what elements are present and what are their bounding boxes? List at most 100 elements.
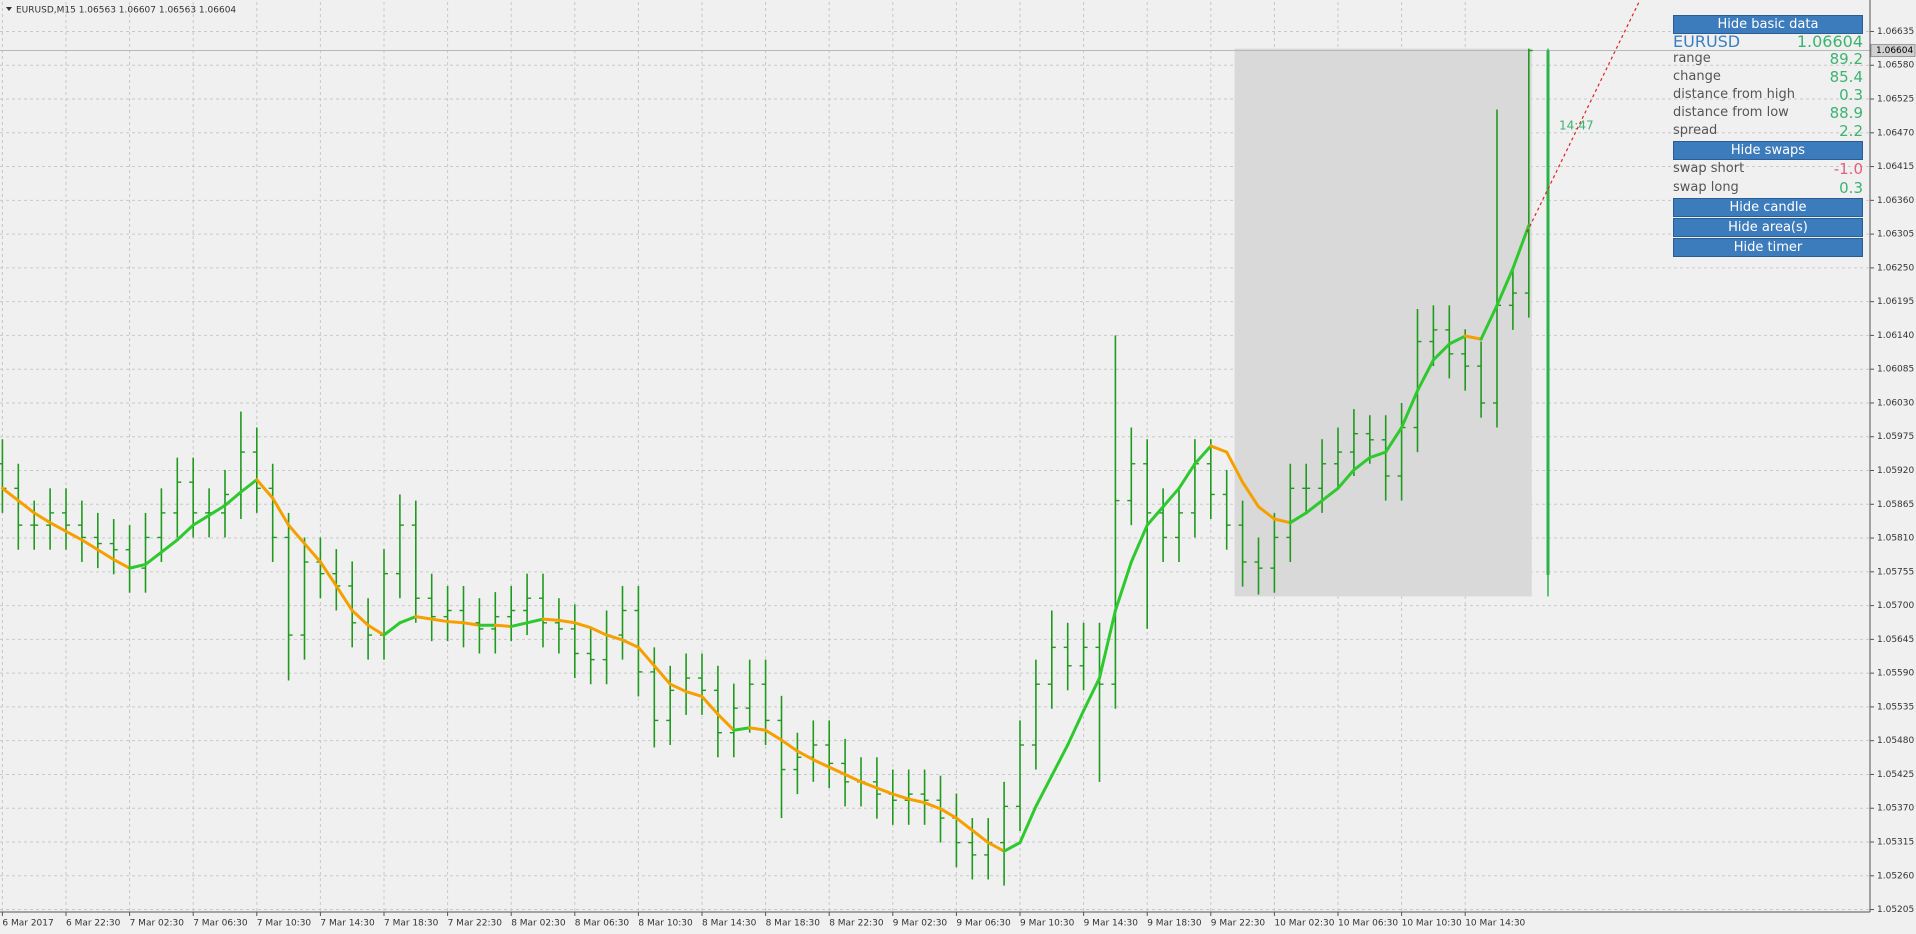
y-tick-label: 1.05810 [1877,534,1914,544]
y-tick-label: 1.06305 [1877,230,1914,240]
moving-average [64,529,84,542]
moving-average [1193,444,1213,466]
button[interactable]: Hide swaps [1673,141,1863,160]
chart-title: EURUSD,M15 1.06563 1.06607 1.06563 1.066… [16,6,236,16]
x-tick-label: 9 Mar 06:30 [956,919,1011,929]
x-tick-label: 10 Mar 06:30 [1338,919,1398,929]
range-area [1234,48,1532,597]
moving-average [96,548,116,562]
moving-average [525,617,545,625]
x-tick-label: 7 Mar 22:30 [448,919,503,929]
moving-average [732,726,752,732]
moving-average [318,560,338,588]
moving-average [0,486,20,503]
x-tick-label: 10 Mar 14:30 [1465,919,1525,929]
info-row: distance from low 88.9 [1673,104,1863,122]
x-tick-label: 10 Mar 02:30 [1274,919,1334,929]
moving-average [1082,676,1101,713]
y-tick-label: 1.05535 [1877,702,1914,712]
moving-average [48,521,68,533]
moving-average [716,712,736,732]
moving-average [287,523,306,546]
y-tick-label: 1.05315 [1877,838,1914,848]
y-tick-label: 1.05590 [1877,669,1914,679]
y-tick-label: 1.05645 [1877,635,1914,645]
candle-body [1546,50,1550,575]
moving-average [382,621,402,637]
moving-average [748,726,768,732]
trend-line [1526,0,1641,233]
moving-average [271,496,291,527]
moving-average [128,562,147,570]
symbol: EURUSD [1673,32,1741,51]
y-tick-label: 1.06360 [1877,196,1914,206]
value: -1.0 [1833,160,1863,178]
moving-average [144,550,163,566]
x-tick-label: 6 Mar 22:30 [66,919,121,929]
moving-average [366,623,386,637]
swap-row: swap short -1.0 [1673,160,1863,178]
moving-average [764,728,783,742]
bid-label-box [1870,44,1916,58]
moving-average [684,690,704,698]
x-tick-label: 7 Mar 18:30 [384,919,439,929]
y-tick-label: 1.05975 [1877,432,1914,442]
moving-average [1241,480,1260,509]
x-tick-label: 7 Mar 14:30 [320,919,375,929]
moving-average [462,621,481,627]
moving-average [1320,486,1340,503]
label: change [1673,69,1721,84]
label: distance from high [1673,87,1795,102]
moving-average [970,828,990,845]
moving-average [1209,444,1229,454]
button[interactable]: Hide candle [1673,198,1863,217]
moving-average [700,694,720,716]
moving-average [223,490,243,508]
button[interactable]: Hide area(s) [1673,218,1863,237]
x-tick-label: 9 Mar 22:30 [1211,919,1266,929]
x-tick-label: 10 Mar 10:30 [1402,919,1462,929]
x-tick-label: 8 Mar 02:30 [511,919,566,929]
x-tick-label: 9 Mar 02:30 [893,919,948,929]
x-tick-label: 7 Mar 10:30 [257,919,312,929]
x-tick-label: 9 Mar 18:30 [1147,919,1202,929]
moving-average [923,801,942,811]
moving-average [1257,505,1276,521]
moving-average [1288,511,1308,525]
moving-average [430,617,450,624]
value: 88.9 [1829,104,1863,122]
moving-average [159,538,179,554]
moving-average [255,478,275,500]
button[interactable]: Hide timer [1673,238,1863,257]
moving-average [446,620,465,625]
x-tick-label: 8 Mar 06:30 [575,919,630,929]
y-tick-label: 1.05260 [1877,871,1914,881]
moving-average [1479,303,1499,341]
y-tick-label: 1.06635 [1877,27,1914,37]
moving-average [1384,426,1404,454]
value: 85.4 [1829,68,1863,86]
x-tick-label: 8 Mar 14:30 [702,919,757,929]
y-tick-label: 1.06085 [1877,365,1914,375]
y-tick-label: 1.05700 [1877,601,1914,611]
button[interactable]: Hide basic data [1673,15,1863,34]
info-row: spread 2.2 [1673,122,1863,140]
moving-average [843,772,863,784]
label: spread [1673,123,1718,138]
moving-average [32,511,52,525]
y-tick-label: 1.05480 [1877,736,1914,746]
info-row: change 85.4 [1673,68,1863,86]
value: 0.3 [1839,86,1863,104]
y-tick-label: 1.06030 [1877,398,1914,408]
moving-average [1368,450,1388,460]
moving-average [509,621,529,628]
x-tick-label: 9 Mar 10:30 [1020,919,1075,929]
moving-average [1416,358,1435,393]
moving-average [1463,334,1483,341]
moving-average [780,738,799,753]
moving-average [557,618,577,625]
moving-average [1002,841,1022,853]
moving-average [1304,499,1324,515]
moving-average [1352,456,1372,472]
